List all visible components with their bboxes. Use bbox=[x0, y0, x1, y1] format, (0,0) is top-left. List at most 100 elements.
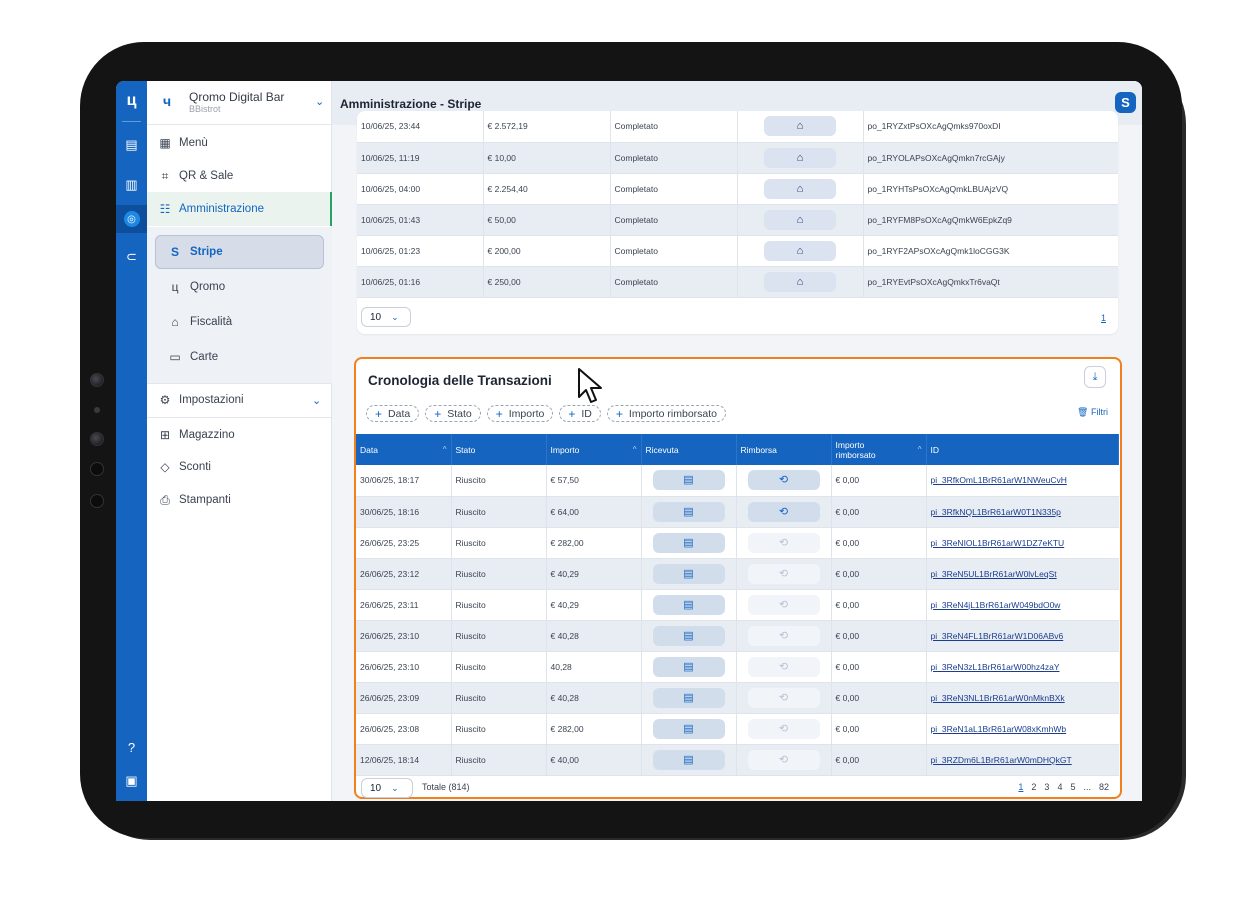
payout-row: 10/06/25, 01:43 € 50,00 Completato ⌂ po_1RYF… bbox=[357, 204, 1118, 236]
sort-icon[interactable]: ^ bbox=[632, 445, 637, 454]
tx-status: Riuscito bbox=[451, 713, 547, 745]
sidebar-item-amministrazione[interactable]: ☷ Amministrazione bbox=[147, 192, 332, 226]
tx-id-link[interactable]: pi_3ReN3NL1BrR61arW0nMknBXk bbox=[930, 692, 1065, 703]
receipt-icon[interactable]: ▤ bbox=[652, 718, 725, 739]
trash-icon: 🗑 bbox=[1077, 407, 1089, 417]
receipt-icon[interactable]: ▤ bbox=[652, 594, 725, 615]
sidebar-item-sconti[interactable]: ◇ Sconti bbox=[147, 450, 332, 484]
business-selector[interactable]: ч Qromo Digital Bar BBistrot ⌄ bbox=[147, 81, 332, 125]
tx-id-link[interactable]: pi_3ReN4FL1BrR61arW1D06ABv6 bbox=[930, 630, 1064, 641]
receipt-icon[interactable]: ▤ bbox=[652, 749, 725, 770]
page-link[interactable]: 82 bbox=[1098, 782, 1109, 792]
receipt-icon[interactable]: ▤ bbox=[652, 470, 725, 491]
filter-chip[interactable]: + Data bbox=[366, 405, 420, 422]
receipt-icon[interactable]: ▤ bbox=[652, 687, 725, 708]
stripe-badge[interactable]: S bbox=[1115, 92, 1136, 113]
app-logo-icon[interactable]: ц bbox=[126, 92, 137, 109]
tx-id-link[interactable]: pi_3ReN4jL1BrR61arW049bdO0w bbox=[930, 599, 1061, 610]
tx-id-link[interactable]: pi_3ReNIOL1BrR61arW1DZ7eKTU bbox=[930, 537, 1065, 548]
account-icon[interactable]: ▣ bbox=[125, 773, 138, 788]
page-link[interactable]: 4 bbox=[1057, 782, 1063, 792]
filter-chip[interactable]: + Importo bbox=[486, 405, 554, 422]
filters-button[interactable]: 🗑 Filtri bbox=[1077, 407, 1108, 418]
plus-icon: + bbox=[495, 406, 503, 421]
bank-icon[interactable]: ⌂ bbox=[764, 147, 836, 168]
tx-id-link[interactable]: pi_3ReN3zL1BrR61arW00hz4zaY bbox=[930, 661, 1060, 672]
page-link[interactable]: 1 bbox=[1018, 782, 1024, 792]
receipt-icon[interactable]: ▤ bbox=[652, 656, 725, 677]
payout-status: Completato bbox=[610, 235, 738, 267]
receipt-icon[interactable]: ▤ bbox=[652, 532, 725, 553]
sort-icon[interactable]: ^ bbox=[917, 445, 922, 454]
tx-refunded: € 0,00 bbox=[831, 651, 927, 683]
payout-date: 10/06/25, 04:00 bbox=[357, 173, 484, 205]
admin-rail-icon[interactable]: ◎ bbox=[116, 205, 147, 233]
bank-icon[interactable]: ⌂ bbox=[764, 116, 836, 137]
sidebar-item-qr-sale[interactable]: ⌗ QR & Sale bbox=[147, 159, 332, 193]
filter-chip[interactable]: + Stato bbox=[425, 405, 481, 422]
orders-icon[interactable]: ▤ bbox=[125, 137, 138, 152]
sidebar-item-impostazioni[interactable]: ⚙ Impostazioni ⌄ bbox=[147, 383, 332, 417]
tx-id-link[interactable]: pi_3RfkNQL1BrR61arW0T1N335p bbox=[930, 506, 1061, 517]
payout-amount: € 200,00 bbox=[483, 235, 611, 267]
sidebar-item-magazzino[interactable]: ⊞ Magazzino bbox=[147, 418, 332, 452]
tx-id-link[interactable]: pi_3RZDm6L1BrR61arW0mDHQkGT bbox=[930, 754, 1072, 765]
sidebar-subitem-stripe[interactable]: S Stripe bbox=[155, 235, 324, 269]
filter-chip[interactable]: + Importo rimborsato bbox=[606, 405, 727, 422]
tx-id-link[interactable]: pi_3ReN5UL1BrR61arW0lvLeqSt bbox=[930, 568, 1057, 579]
tx-status: Riuscito bbox=[451, 744, 547, 776]
payout-id: po_1RYF2APsOXcAgQmk1loCGG3K bbox=[863, 235, 1118, 267]
refund-icon: ⟲ bbox=[747, 625, 820, 646]
sidebar-subitem-carte[interactable]: ▭ Carte bbox=[147, 340, 332, 374]
page-link[interactable]: 5 bbox=[1070, 782, 1076, 792]
payout-row: 10/06/25, 04:00 € 2.254,40 Completato ⌂ po_1… bbox=[357, 173, 1118, 205]
table-row: 26/06/25, 23:09 Riuscito € 40,28 ▤ ⟲ € 0,00 pi… bbox=[356, 682, 1119, 714]
card-icon: ▭ bbox=[169, 350, 181, 364]
sidebar-item-menu[interactable]: ▦ Menù bbox=[147, 126, 332, 160]
refund-icon[interactable]: ⟲ bbox=[747, 501, 820, 522]
page-link[interactable]: 3 bbox=[1044, 782, 1050, 792]
receipt-icon[interactable]: ▤ bbox=[652, 625, 725, 646]
help-icon[interactable]: ? bbox=[127, 739, 136, 755]
tx-id-link[interactable]: pi_3RfkOmL1BrR61arW1NWeuCvH bbox=[930, 475, 1067, 486]
refund-icon[interactable]: ⟲ bbox=[747, 470, 820, 491]
payout-bank-cell: ⌂ bbox=[737, 111, 864, 143]
payouts-page-link[interactable]: 1 bbox=[1101, 313, 1107, 323]
chevron-down-icon[interactable]: ⌄ bbox=[315, 96, 325, 108]
sensor-icon bbox=[90, 462, 104, 476]
bank-icon[interactable]: ⌂ bbox=[764, 240, 836, 261]
sidebar-item-label: Fiscalità bbox=[190, 316, 233, 328]
tx-id-link[interactable]: pi_3ReN1aL1BrR61arW08xKmhWb bbox=[930, 723, 1067, 734]
download-button[interactable]: ⤓ bbox=[1084, 366, 1106, 388]
sidebar-subitem-fiscalita[interactable]: ⌂ Fiscalità bbox=[147, 305, 332, 339]
tx-date: 30/06/25, 18:17 bbox=[356, 465, 452, 497]
integrations-icon[interactable]: ⊂ bbox=[126, 249, 137, 264]
column-header[interactable]: Importo rimborsato ^ bbox=[831, 434, 927, 465]
page-link[interactable]: 2 bbox=[1031, 782, 1037, 792]
payout-bank-cell: ⌂ bbox=[737, 266, 864, 298]
tx-date: 26/06/25, 23:10 bbox=[356, 620, 452, 652]
bank-icon[interactable]: ⌂ bbox=[764, 271, 836, 292]
sidebar-item-stampanti[interactable]: ⎙ Stampanti bbox=[147, 483, 332, 517]
tx-date: 30/06/25, 18:16 bbox=[356, 496, 452, 528]
column-header[interactable]: Importo ^ bbox=[546, 434, 642, 465]
payouts-page-size-select[interactable]: 10 ⌄ bbox=[361, 307, 411, 327]
receipt-icon[interactable]: ▤ bbox=[652, 501, 725, 522]
total-count: Totale (814) bbox=[422, 782, 470, 792]
sidebar-subitem-qromo[interactable]: ц Qromo bbox=[147, 270, 332, 304]
column-header[interactable]: Data ^ bbox=[356, 434, 452, 465]
receipt-icon[interactable]: ▤ bbox=[652, 563, 725, 584]
filter-chip[interactable]: + ID bbox=[559, 405, 601, 422]
column-header-label: Importo rimborsato bbox=[835, 439, 876, 460]
stats-icon[interactable]: ▥ bbox=[125, 177, 138, 192]
bank-icon: ⌂ bbox=[171, 315, 179, 329]
tx-refunded: € 0,00 bbox=[831, 744, 927, 776]
bank-icon[interactable]: ⌂ bbox=[764, 178, 836, 199]
table-row: 12/06/25, 18:14 Riuscito € 40,00 ▤ ⟲ € 0,00 pi… bbox=[356, 744, 1119, 776]
sort-icon[interactable]: ^ bbox=[442, 445, 447, 454]
receipt-cell: ▤ bbox=[641, 620, 737, 652]
bank-icon[interactable]: ⌂ bbox=[764, 209, 836, 230]
chevron-down-icon[interactable]: ⌄ bbox=[312, 394, 322, 407]
tx-refunded: € 0,00 bbox=[831, 713, 927, 745]
transactions-page-size-select[interactable]: 10 ⌄ bbox=[361, 778, 413, 798]
